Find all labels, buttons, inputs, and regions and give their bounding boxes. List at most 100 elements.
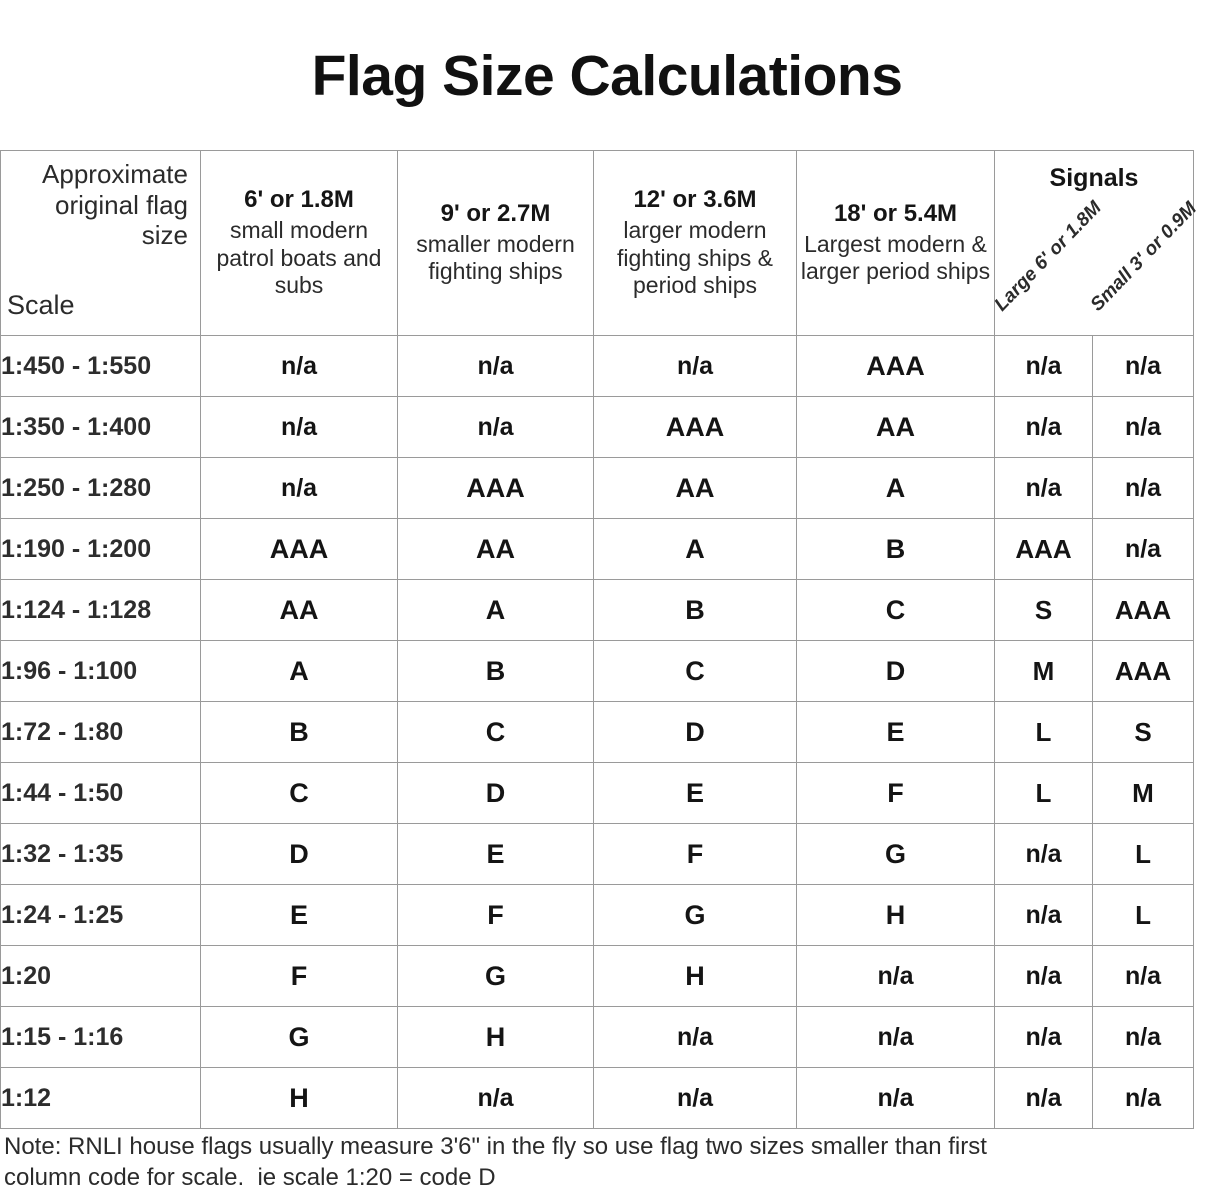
column-header-6ft: 6' or 1.8M small modern patrol boats and… bbox=[200, 150, 398, 336]
column-header-size-0: 6' or 1.8M bbox=[244, 186, 354, 214]
cell-18ft: C bbox=[796, 579, 995, 641]
cell-signals-small: M bbox=[1091, 762, 1195, 824]
cell-6ft: n/a bbox=[200, 335, 398, 397]
cell-signals-large: n/a bbox=[994, 396, 1093, 458]
cell-12ft: H bbox=[593, 945, 797, 1007]
cell-signals-small: n/a bbox=[1091, 518, 1195, 580]
cell-18ft: B bbox=[796, 518, 995, 580]
signals-rotated-labels: Large 6' or 1.8M Small 3' or 0.9M bbox=[991, 193, 1201, 323]
column-header-signals: Signals Large 6' or 1.8M Small 3' or 0.9… bbox=[991, 150, 1201, 336]
column-header-desc-2: larger modern fighting ships & period sh… bbox=[617, 217, 773, 299]
cell-18ft: AAA bbox=[796, 335, 995, 397]
cell-6ft: A bbox=[200, 640, 398, 702]
cell-6ft: D bbox=[200, 823, 398, 885]
cell-9ft: B bbox=[397, 640, 594, 702]
column-header-12ft: 12' or 3.6M larger modern fighting ships… bbox=[593, 150, 797, 336]
cell-9ft: AA bbox=[397, 518, 594, 580]
column-header-9ft: 9' or 2.7M smaller modern fighting ships bbox=[397, 150, 594, 336]
flag-size-table: Approximate original flag size Scale 6' … bbox=[0, 150, 1201, 1129]
column-header-size-2: 12' or 3.6M bbox=[633, 186, 757, 214]
cell-12ft: n/a bbox=[593, 335, 797, 397]
cell-9ft: H bbox=[397, 1006, 594, 1068]
cell-scale: 1:20 bbox=[0, 945, 201, 1007]
cell-scale: 1:72 - 1:80 bbox=[0, 701, 201, 763]
column-header-desc-3: Largest modern & larger period ships bbox=[800, 230, 991, 285]
table-row: 1:72 - 1:80 B C D E L S bbox=[0, 701, 1195, 763]
cell-signals-large: n/a bbox=[994, 1006, 1093, 1068]
cell-signals-large: M bbox=[994, 640, 1093, 702]
cell-scale: 1:350 - 1:400 bbox=[0, 396, 201, 458]
cell-signals-large: S bbox=[994, 579, 1093, 641]
cell-signals-small: L bbox=[1091, 884, 1195, 946]
cell-signals-large: n/a bbox=[994, 457, 1093, 519]
cell-18ft: n/a bbox=[796, 945, 995, 1007]
cell-12ft: n/a bbox=[593, 1006, 797, 1068]
column-header-18ft: 18' or 5.4M Largest modern & larger peri… bbox=[796, 150, 995, 336]
footnote-line-1: Note: RNLI house flags usually measure 3… bbox=[4, 1133, 987, 1160]
cell-scale: 1:96 - 1:100 bbox=[0, 640, 201, 702]
cell-12ft: B bbox=[593, 579, 797, 641]
cell-signals-small: n/a bbox=[1091, 335, 1195, 397]
cell-6ft: n/a bbox=[200, 396, 398, 458]
cell-18ft: A bbox=[796, 457, 995, 519]
cell-18ft: n/a bbox=[796, 1067, 995, 1129]
table-row: 1:124 - 1:128 AA A B C S AAA bbox=[0, 579, 1195, 641]
cell-scale: 1:12 bbox=[0, 1067, 201, 1129]
cell-12ft: C bbox=[593, 640, 797, 702]
column-header-size-3: 18' or 5.4M bbox=[833, 200, 958, 227]
cell-6ft: F bbox=[200, 945, 398, 1007]
cell-9ft: F bbox=[397, 884, 594, 946]
cell-6ft: E bbox=[200, 884, 398, 946]
cell-12ft: E bbox=[593, 762, 797, 824]
cell-9ft: A bbox=[397, 579, 594, 641]
cell-18ft: H bbox=[796, 884, 995, 946]
cell-9ft: C bbox=[397, 701, 594, 763]
page-title: Flag Size Calculations bbox=[311, 44, 903, 108]
cell-18ft: D bbox=[796, 640, 995, 702]
cell-signals-large: n/a bbox=[994, 884, 1093, 946]
cell-12ft: D bbox=[593, 701, 797, 763]
column-header-size-1: 9' or 2.7M bbox=[440, 200, 551, 227]
cell-scale: 1:32 - 1:35 bbox=[0, 823, 201, 885]
table-row: 1:96 - 1:100 A B C D M AAA bbox=[0, 640, 1195, 702]
column-header-desc-0: small modern patrol boats and subs bbox=[216, 217, 382, 299]
cell-signals-small: n/a bbox=[1091, 1067, 1195, 1129]
signals-title: Signals bbox=[1049, 163, 1139, 192]
cell-9ft: AAA bbox=[397, 457, 594, 519]
corner-top-label: Approximate original flag size bbox=[42, 159, 188, 251]
cell-12ft: AAA bbox=[593, 396, 797, 458]
cell-6ft: AA bbox=[200, 579, 398, 641]
cell-signals-large: n/a bbox=[994, 945, 1093, 1007]
cell-signals-small: S bbox=[1091, 701, 1195, 763]
cell-18ft: n/a bbox=[796, 1006, 995, 1068]
cell-scale: 1:250 - 1:280 bbox=[0, 457, 201, 519]
cell-signals-small: L bbox=[1091, 823, 1195, 885]
cell-signals-small: n/a bbox=[1091, 396, 1195, 458]
cell-signals-small: n/a bbox=[1091, 1006, 1195, 1068]
cell-scale: 1:124 - 1:128 bbox=[0, 579, 201, 641]
cell-18ft: G bbox=[796, 823, 995, 885]
cell-9ft: D bbox=[397, 762, 594, 824]
cell-18ft: F bbox=[796, 762, 995, 824]
column-header-desc-1: smaller modern fighting ships bbox=[416, 230, 575, 285]
table-row: 1:190 - 1:200 AAA AA A B AAA n/a bbox=[0, 518, 1195, 580]
cell-9ft: n/a bbox=[397, 396, 594, 458]
table-row: 1:44 - 1:50 C D E F L M bbox=[0, 762, 1195, 824]
cell-9ft: G bbox=[397, 945, 594, 1007]
cell-signals-large: n/a bbox=[994, 335, 1093, 397]
cell-signals-small: n/a bbox=[1091, 457, 1195, 519]
cell-6ft: n/a bbox=[200, 457, 398, 519]
cell-signals-large: L bbox=[994, 762, 1093, 824]
cell-scale: 1:44 - 1:50 bbox=[0, 762, 201, 824]
cell-signals-small: n/a bbox=[1091, 945, 1195, 1007]
cell-6ft: AAA bbox=[200, 518, 398, 580]
cell-signals-large: n/a bbox=[994, 823, 1093, 885]
footnote: Note: RNLI house flags usually measure 3… bbox=[4, 1132, 1184, 1193]
cell-18ft: AA bbox=[796, 396, 995, 458]
